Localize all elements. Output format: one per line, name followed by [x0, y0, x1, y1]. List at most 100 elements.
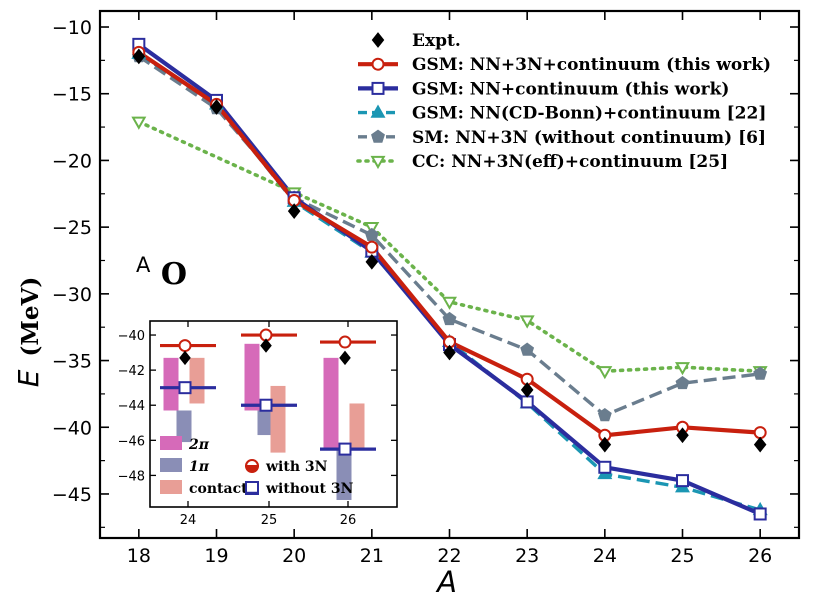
inset-bar-2pi [244, 343, 260, 411]
legend-marker [370, 155, 386, 170]
y-tick-label: −10 [52, 17, 92, 39]
legend-entry-gsm-cd-bonn: GSM: NN(CD-Bonn)+continuum [22] [358, 104, 766, 124]
y-axis-label-main: E [12, 369, 45, 387]
data-point-expt [132, 48, 146, 65]
y-tick-label: −30 [52, 284, 92, 306]
y-tick-label: −15 [52, 84, 92, 106]
legend-marker [370, 104, 386, 118]
data-point-cc-nn-3n-eff [675, 362, 690, 376]
inset-level-marker [338, 335, 352, 349]
main-series [131, 37, 768, 521]
inset-y-tick-label: −42 [118, 364, 145, 379]
legend-label: GSM: NN+continuum (this work) [412, 79, 729, 99]
legend-entry-gsm-nn-3n: GSM: NN+3N+continuum (this work) [358, 55, 771, 75]
data-point-cc-nn-3n-eff [597, 366, 613, 380]
legend-label: CC: NN+3N(eff)+continuum [25] [412, 152, 728, 172]
data-point-sm-nn-3n [753, 366, 768, 380]
y-axis-label-unit: (MeV) [17, 277, 44, 357]
inset-bar-contact [349, 403, 365, 450]
x-tick-label: 22 [437, 545, 461, 567]
y-tick-label: −35 [52, 351, 92, 373]
legend-label: GSM: NN(CD-Bonn)+continuum [22] [412, 104, 766, 124]
inset-bar-2pi [163, 357, 179, 411]
data-point-sm-nn-3n [675, 375, 690, 390]
data-point-gsm-nn [598, 460, 612, 474]
nucleus-superscript: A [136, 253, 151, 277]
inset-expt-marker [339, 350, 351, 366]
x-tick-label: 18 [127, 545, 151, 567]
inset-legend-entry: 2π [160, 436, 210, 453]
legend-label: GSM: NN+3N+continuum (this work) [412, 55, 771, 75]
inset-level-marker [338, 442, 352, 456]
x-tick-label: 24 [593, 545, 617, 567]
data-point-expt [365, 253, 379, 270]
data-point-expt [676, 427, 689, 444]
legend-entry-cc-nn-3n-eff: CC: NN+3N(eff)+continuum [25] [356, 152, 728, 172]
inset-legend-label: 2π [188, 437, 210, 453]
legend-label: SM: NN+3N (without continuum) [6] [412, 128, 766, 148]
legend-marker [371, 129, 385, 143]
data-point-sm-nn-3n [597, 407, 612, 422]
legend: Expt. GSM: NN+3N+continuum (this work) GSM… [356, 31, 771, 172]
inset-axes: −40 −42 −44 −46 −48 24 25 26 [118, 321, 397, 528]
inset-legend-label: contact [189, 481, 248, 497]
inset-y-tick-label: −44 [118, 399, 145, 414]
x-tick-label: 20 [282, 545, 306, 567]
data-point-sm-nn-3n [442, 311, 457, 326]
inset-legend-label: without 3N [265, 481, 354, 497]
x-tick-label: 26 [748, 545, 772, 567]
inset-legend-label: 1π [189, 459, 210, 475]
data-point-cc-nn-3n-eff [131, 116, 147, 130]
data-point-expt [598, 436, 612, 453]
data-point-cc-nn-3n-eff [519, 315, 535, 329]
x-axis: 18 19 20 21 22 23 24 25 26 [127, 11, 772, 567]
inset-legend-label: with 3N [265, 459, 328, 475]
inset-legend-swatch [160, 480, 182, 494]
data-point-gsm-nn [676, 474, 689, 488]
data-point-gsm-nn-3n [753, 426, 767, 440]
inset-legend-entry-level: with 3N [244, 459, 328, 475]
y-tick-label: −20 [52, 150, 92, 172]
x-tick-label: 19 [204, 545, 228, 567]
y-tick-label: −25 [52, 217, 92, 239]
legend-entry-expt: Expt. [371, 31, 461, 51]
data-point-gsm-nn [520, 395, 534, 409]
y-axis: −10 −15 −20 −25 −30 −35 −40 −45 [52, 17, 799, 528]
svg-text:E (MeV): E (MeV) [12, 277, 45, 387]
series-line-cc-nn-3n-eff [137, 119, 762, 373]
inset-legend-entry-level: without 3N [245, 481, 354, 497]
inset-legend-entry: 1π [160, 458, 210, 475]
inset-legend-entry: contact [160, 480, 248, 497]
data-point-gsm-nn-3n [365, 240, 379, 254]
inset-bar-1pi [176, 410, 192, 443]
series-line-sm-nn-3n [137, 54, 761, 417]
inset-y-tick-label: −48 [118, 469, 145, 484]
x-tick-label: 25 [670, 545, 694, 567]
legend-marker [371, 57, 385, 71]
legend-marker [371, 81, 385, 95]
inset-x-tick-label: 25 [261, 513, 278, 528]
data-point-expt [753, 436, 767, 453]
x-tick-label: 21 [360, 545, 384, 567]
x-tick-label: 23 [515, 545, 539, 567]
inset-level-marker [178, 381, 192, 395]
data-point-sm-nn-3n [364, 227, 379, 241]
inset-y-tick-label: −40 [118, 329, 145, 344]
inset-legend-swatch [160, 436, 182, 450]
inset-bar-1pi [336, 449, 352, 500]
legend-entry-gsm-nn: GSM: NN+continuum (this work) [358, 79, 729, 99]
inset-bar-contact [270, 385, 286, 453]
legend-label: Expt. [412, 31, 461, 51]
y-axis-label: E (MeV) [12, 277, 45, 387]
inset-y-tick-label: −46 [118, 434, 145, 449]
inset-bar-2pi [323, 357, 339, 450]
inset-legend: 2π 1π contact with 3N without 3N [160, 436, 354, 497]
data-point-sm-nn-3n [520, 342, 535, 356]
inset-level-marker [178, 339, 192, 353]
inset-frame [149, 320, 398, 508]
legend-marker [371, 32, 385, 48]
data-point-expt [520, 382, 534, 398]
inset-expt-marker [260, 338, 272, 353]
inset-x-tick-label: 24 [180, 513, 197, 528]
